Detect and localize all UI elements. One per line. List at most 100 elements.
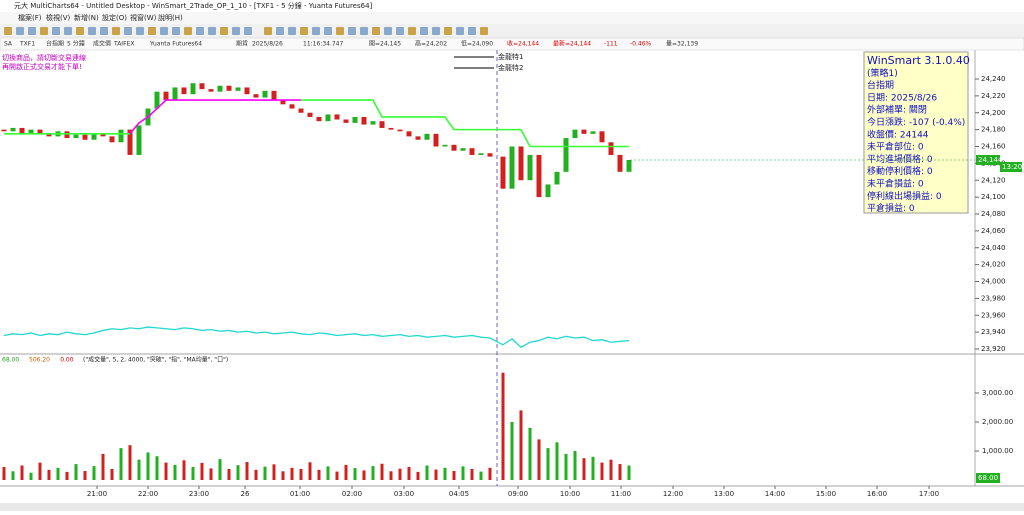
y-tick-label: 1,000.00 bbox=[982, 447, 1013, 455]
volume-bar bbox=[308, 462, 312, 480]
toolbar-button[interactable] bbox=[220, 27, 228, 35]
volume-bar bbox=[371, 466, 375, 480]
toolbar-button[interactable] bbox=[300, 27, 308, 35]
candle bbox=[262, 90, 268, 98]
candle bbox=[190, 83, 196, 95]
y-tick-label: 24,060 bbox=[981, 227, 1006, 235]
toolbar-button[interactable] bbox=[40, 27, 48, 35]
toolbar-button[interactable] bbox=[100, 27, 108, 35]
toolbar-button[interactable] bbox=[420, 27, 428, 35]
toolbar-button[interactable] bbox=[136, 27, 144, 35]
volume-header: 506.20 bbox=[29, 357, 50, 364]
toolbar-button[interactable] bbox=[52, 27, 60, 35]
volume-bar bbox=[74, 464, 78, 480]
info-line: (策略1) bbox=[867, 67, 898, 79]
candle bbox=[73, 134, 79, 139]
toolbar-button[interactable] bbox=[336, 27, 344, 35]
menu-bar bbox=[0, 12, 1024, 24]
toolbar-button[interactable] bbox=[396, 27, 404, 35]
toolbar-button[interactable] bbox=[172, 27, 180, 35]
info-line: 停利線出場損益: 0 bbox=[867, 190, 942, 202]
toolbar-button[interactable] bbox=[324, 27, 332, 35]
candle bbox=[451, 144, 457, 151]
candle bbox=[581, 129, 587, 134]
toolbar-button[interactable] bbox=[28, 27, 36, 35]
volume-bar bbox=[146, 452, 150, 480]
candle bbox=[478, 153, 484, 155]
candle bbox=[280, 100, 286, 105]
toolbar-button[interactable] bbox=[76, 27, 84, 35]
volume-bar bbox=[479, 471, 483, 480]
toolbar-button[interactable] bbox=[360, 27, 368, 35]
toolbar-button[interactable] bbox=[184, 27, 192, 35]
toolbar-button[interactable] bbox=[208, 27, 216, 35]
candle bbox=[599, 131, 605, 143]
toolbar-button[interactable] bbox=[312, 27, 320, 35]
volume-bar bbox=[389, 471, 393, 480]
status-field: 收=24,144 bbox=[507, 40, 539, 48]
status-field: 高=24,202 bbox=[415, 40, 447, 48]
menu-item[interactable]: 說明(H) bbox=[158, 13, 183, 22]
toolbar-button[interactable] bbox=[88, 27, 96, 35]
x-tick-label: 02:00 bbox=[342, 490, 362, 498]
x-tick-label: 04:05 bbox=[449, 490, 469, 498]
menu-item[interactable]: 視窗(W) bbox=[130, 13, 157, 22]
toolbar-button[interactable] bbox=[372, 27, 380, 35]
toolbar-button[interactable] bbox=[468, 27, 476, 35]
toolbar-button[interactable] bbox=[196, 27, 204, 35]
toolbar-button[interactable] bbox=[480, 27, 488, 35]
volume-bar bbox=[398, 468, 402, 480]
candle bbox=[343, 119, 349, 123]
menu-item[interactable]: 檔案(F) bbox=[18, 13, 42, 22]
volume-bar bbox=[281, 471, 285, 480]
y-tick-label: 23,920 bbox=[981, 345, 1006, 353]
volume-bar bbox=[416, 471, 420, 480]
toolbar-button[interactable] bbox=[160, 27, 168, 35]
toolbar-button[interactable] bbox=[64, 27, 72, 35]
toolbar-button[interactable] bbox=[348, 27, 356, 35]
warning-text: 切換商品，請切斷交易連線 bbox=[2, 53, 86, 62]
volume-bar bbox=[47, 469, 51, 480]
toolbar-button[interactable] bbox=[288, 27, 296, 35]
x-tick-label: 23:00 bbox=[189, 490, 209, 498]
toolbar-button[interactable] bbox=[432, 27, 440, 35]
candle bbox=[617, 154, 623, 172]
toolbar-button[interactable] bbox=[444, 27, 452, 35]
volume-bar bbox=[272, 464, 276, 480]
toolbar-button[interactable] bbox=[384, 27, 392, 35]
status-bar bbox=[0, 37, 1024, 51]
candle bbox=[388, 127, 394, 130]
menu-item[interactable]: 設定(O) bbox=[102, 13, 127, 22]
candle bbox=[554, 171, 560, 185]
volume-bar bbox=[227, 468, 231, 480]
toolbar-button[interactable] bbox=[232, 27, 240, 35]
volume-bar bbox=[155, 456, 159, 480]
y-tick-label: 24,180 bbox=[981, 126, 1006, 134]
toolbar-button[interactable] bbox=[244, 27, 252, 35]
x-tick-label: 01:00 bbox=[290, 490, 310, 498]
candle bbox=[325, 114, 331, 122]
volume-bar bbox=[555, 442, 559, 480]
toolbar-button[interactable] bbox=[456, 27, 464, 35]
toolbar-button[interactable] bbox=[4, 27, 12, 35]
toolbar-button[interactable] bbox=[148, 27, 156, 35]
candle bbox=[352, 116, 358, 123]
toolbar-button[interactable] bbox=[264, 27, 272, 35]
title-bar bbox=[0, 0, 1024, 12]
info-line: 平倉損益: 0 bbox=[867, 202, 915, 214]
toolbar-button[interactable] bbox=[112, 27, 120, 35]
volume-bar bbox=[11, 471, 15, 480]
toolbar-button[interactable] bbox=[408, 27, 416, 35]
info-line: 未平倉部位: 0 bbox=[867, 141, 924, 153]
status-field: 2025/8/26 bbox=[252, 41, 283, 48]
candle bbox=[626, 160, 632, 172]
volume-bar bbox=[452, 471, 456, 480]
volume-bar bbox=[92, 466, 96, 480]
toolbar-button[interactable] bbox=[124, 27, 132, 35]
toolbar-button[interactable] bbox=[16, 27, 24, 35]
menu-item[interactable]: 新增(N) bbox=[74, 13, 99, 22]
volume-bar bbox=[263, 466, 267, 480]
toolbar-button[interactable] bbox=[276, 27, 284, 35]
menu-item[interactable]: 檢視(V) bbox=[46, 13, 71, 22]
